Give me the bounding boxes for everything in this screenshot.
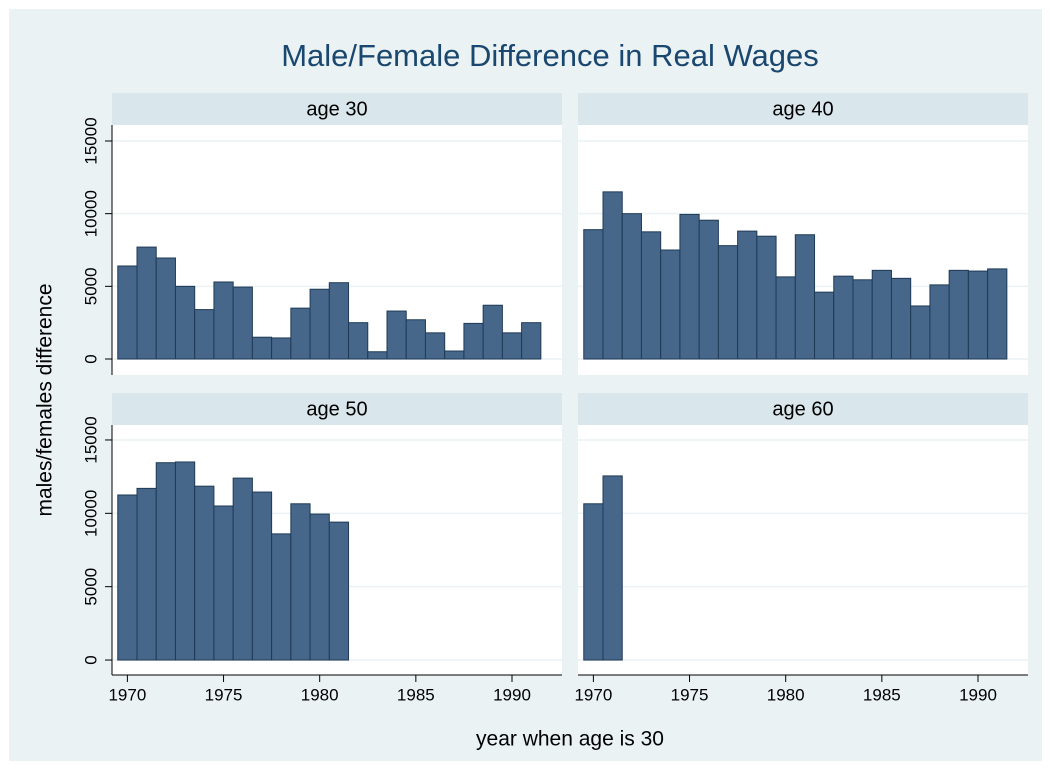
bar (501, 332, 523, 360)
bar (929, 284, 950, 360)
panel-strip (112, 93, 562, 125)
x-tick-label: 1975 (205, 685, 243, 704)
bar (232, 286, 253, 360)
bar (194, 485, 215, 661)
bar (328, 282, 350, 360)
bar (136, 246, 157, 360)
panel-strip (578, 393, 1028, 425)
bar (309, 513, 330, 661)
x-tick-label: 1975 (671, 685, 709, 704)
bar (271, 337, 292, 360)
bar (583, 503, 604, 661)
x-tick-label: 1990 (493, 685, 531, 704)
bar (328, 521, 350, 661)
bar (640, 231, 662, 360)
bar (405, 319, 426, 360)
bar (155, 257, 176, 360)
y-tick-label: 0 (81, 354, 100, 363)
bar (424, 332, 446, 360)
bar (463, 322, 484, 360)
y-tick-label: 5000 (81, 267, 100, 305)
bar (290, 307, 311, 360)
panel-strip (578, 93, 1028, 125)
bar (583, 229, 604, 360)
bar (232, 477, 253, 661)
x-tick-label: 1990 (959, 685, 997, 704)
y-tick-label: 0 (81, 655, 100, 664)
y-tick-label: 5000 (81, 568, 100, 606)
x-tick-label: 1970 (108, 685, 146, 704)
bar (251, 336, 273, 360)
y-tick-label: 15000 (81, 416, 100, 463)
bar (271, 533, 292, 661)
bar (386, 310, 407, 360)
bar (833, 275, 854, 360)
bar (698, 219, 719, 360)
bar (967, 270, 989, 360)
y-tick-label: 15000 (81, 117, 100, 164)
panel-title: age 40 (772, 98, 833, 120)
bar (521, 322, 542, 360)
bar (948, 269, 969, 360)
bar (775, 276, 796, 360)
bar (367, 351, 388, 360)
bar (290, 503, 311, 661)
panel-bg (578, 425, 1028, 675)
x-tick-label: 1970 (574, 685, 612, 704)
bar (174, 285, 196, 360)
panel-strip (112, 393, 562, 425)
bar (482, 304, 503, 360)
bar (852, 279, 873, 360)
y-axis-label: males/females difference (34, 283, 57, 516)
bar (444, 350, 465, 360)
bar (679, 213, 700, 360)
bar (213, 281, 234, 360)
bar (602, 191, 623, 360)
panel-title: age 30 (306, 98, 367, 120)
bar (756, 235, 777, 360)
bar (251, 491, 273, 661)
bar (348, 322, 369, 360)
bar (737, 230, 758, 360)
bar (794, 234, 816, 360)
bar (717, 245, 739, 360)
y-tick-label: 10000 (81, 490, 100, 537)
panel-title: age 60 (772, 398, 833, 420)
bar (660, 249, 681, 360)
bar (117, 494, 138, 661)
bar (890, 277, 912, 360)
bar (602, 475, 623, 661)
x-tick-label: 1985 (397, 685, 435, 704)
bar (309, 288, 330, 360)
bar (621, 213, 642, 360)
chart-title: Male/Female Difference in Real Wages (281, 38, 819, 73)
bar (155, 462, 176, 661)
x-tick-label: 1980 (767, 685, 805, 704)
bar (174, 461, 196, 661)
x-axis-label: year when age is 30 (476, 728, 664, 751)
x-tick-label: 1985 (863, 685, 901, 704)
panel-title: age 50 (306, 398, 367, 420)
x-tick-label: 1980 (301, 685, 339, 704)
y-tick-label: 10000 (81, 190, 100, 237)
bar (136, 487, 157, 661)
bar (814, 291, 835, 360)
bar (910, 305, 931, 360)
bar (194, 309, 215, 360)
bar (117, 265, 138, 360)
bar (987, 268, 1008, 360)
bar (871, 269, 892, 360)
bar (213, 505, 234, 661)
